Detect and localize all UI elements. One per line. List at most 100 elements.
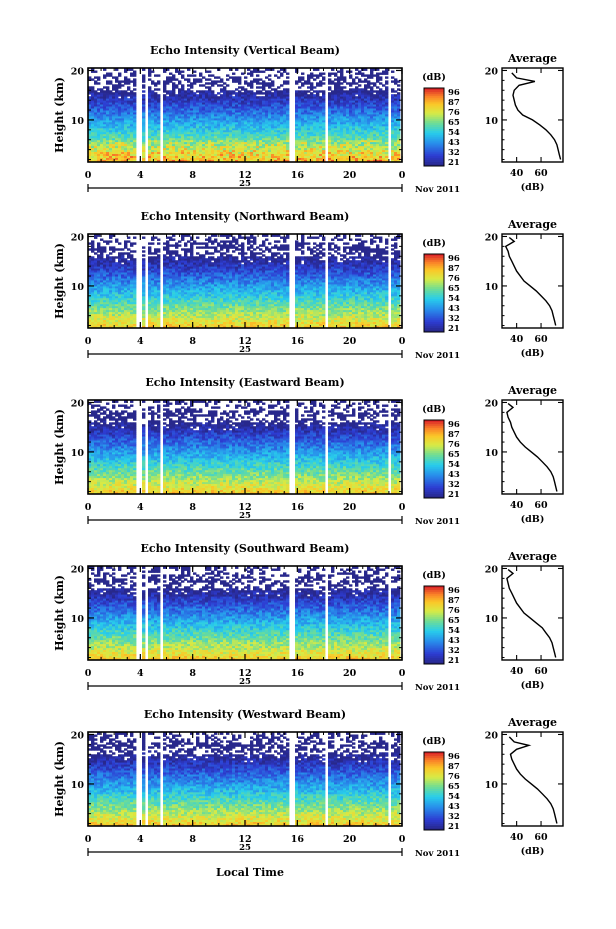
heatmap-cell [181, 159, 185, 162]
heatmap-cell [121, 149, 125, 152]
heatmap-cell [121, 125, 125, 129]
heatmap-cell [250, 147, 254, 151]
heatmap-cell [142, 74, 146, 77]
heatmap-cell [103, 311, 107, 315]
heatmap-cell [163, 127, 167, 131]
heatmap-cell [265, 149, 269, 152]
heatmap-cell [319, 125, 323, 129]
heatmap-cell [277, 94, 281, 97]
heatmap-cell [340, 114, 344, 117]
heatmap-cell [217, 127, 221, 131]
heatmap-cell [340, 108, 344, 111]
heatmap-cell [199, 131, 203, 135]
heatmap-cell [364, 80, 368, 83]
heatmap-cell [307, 121, 311, 125]
heatmap-cell [112, 135, 116, 139]
heatmap-cell [118, 135, 122, 139]
heatmap-cell [112, 297, 116, 301]
heatmap-cell [250, 159, 254, 162]
heatmap-cell [163, 260, 167, 263]
heatmap-cell [379, 123, 383, 127]
heatmap-cell [205, 155, 209, 158]
heatmap-cell [331, 72, 335, 75]
heatmap-cell [220, 84, 224, 87]
heatmap-cell [97, 246, 101, 249]
heatmap-cell [184, 153, 188, 156]
heatmap-cell [265, 133, 269, 137]
heatmap-cell [190, 151, 194, 154]
heatmap-cell [94, 315, 98, 318]
heatmap-cell [148, 131, 152, 135]
heatmap-cell [328, 141, 332, 145]
heatmap-cell [373, 110, 377, 113]
heatmap-cell [103, 301, 107, 305]
heatmap-cell [103, 297, 107, 301]
heatmap-cell [187, 74, 191, 77]
heatmap-cell [166, 313, 170, 317]
heatmap-cell [223, 96, 227, 99]
heatmap-cell [103, 321, 107, 324]
heatmap-cell [130, 159, 134, 162]
heatmap-cell [268, 82, 272, 85]
heatmap-cell [91, 274, 95, 277]
heatmap-cell [394, 143, 398, 147]
heatmap-cell [118, 260, 122, 263]
heatmap-cell [301, 90, 305, 93]
heatmap-cell [121, 96, 125, 99]
heatmap-cell [178, 121, 182, 125]
heatmap-cell [103, 112, 107, 115]
heatmap-cell [223, 121, 227, 125]
heatmap-cell [88, 108, 92, 111]
heatmap-cell [304, 143, 308, 147]
heatmap-cell [184, 147, 188, 151]
heatmap-cell [118, 295, 122, 299]
heatmap-cell [163, 303, 167, 307]
colorbar-tick-label: 76 [448, 108, 460, 118]
heatmap-cell [343, 123, 347, 127]
heatmap-cell [94, 119, 98, 123]
heatmap-cell [310, 100, 314, 103]
heatmap-cell [94, 297, 98, 301]
heatmap-cell [91, 119, 95, 123]
heatmap-cell [214, 159, 218, 162]
heatmap-cell [370, 129, 374, 133]
heatmap-cell [346, 70, 350, 73]
heatmap-cell [262, 96, 266, 99]
heatmap-cell [313, 112, 317, 115]
heatmap-cell [151, 112, 155, 115]
heatmap-cell [154, 264, 158, 267]
heatmap-cell [238, 139, 242, 143]
heatmap-cell [280, 108, 284, 111]
heatmap-cell [178, 155, 182, 158]
heatmap-cell [205, 114, 209, 117]
heatmap-cell [262, 106, 266, 109]
heatmap-cell [316, 145, 320, 149]
heatmap-cell [247, 127, 251, 131]
heatmap-cell [340, 121, 344, 125]
heatmap-cell [148, 145, 152, 149]
heatmap-cell [397, 133, 401, 137]
heatmap-cell [100, 280, 104, 283]
heatmap-cell [175, 104, 179, 107]
heatmap-cell [295, 149, 299, 152]
heatmap-cell [130, 129, 134, 133]
heatmap-cell [268, 147, 272, 151]
heatmap-cell [163, 119, 167, 123]
heatmap-cell [334, 159, 338, 162]
heatmap-cell [115, 145, 119, 149]
heatmap-cell [352, 110, 356, 113]
heatmap-cell [226, 100, 230, 103]
heatmap-cell [88, 325, 92, 328]
heatmap-cell [109, 121, 113, 125]
heatmap-cell [283, 135, 287, 139]
heatmap-cell [217, 102, 221, 105]
heatmap-cell [262, 86, 266, 89]
heatmap-cell [97, 133, 101, 137]
heatmap-cell [394, 82, 398, 85]
heatmap-cell [364, 68, 368, 71]
heatmap-cell [208, 92, 212, 95]
heatmap-cell [112, 141, 116, 145]
heatmap-cell [172, 118, 176, 121]
heatmap-cell [277, 143, 281, 147]
heatmap-cell [343, 149, 347, 152]
